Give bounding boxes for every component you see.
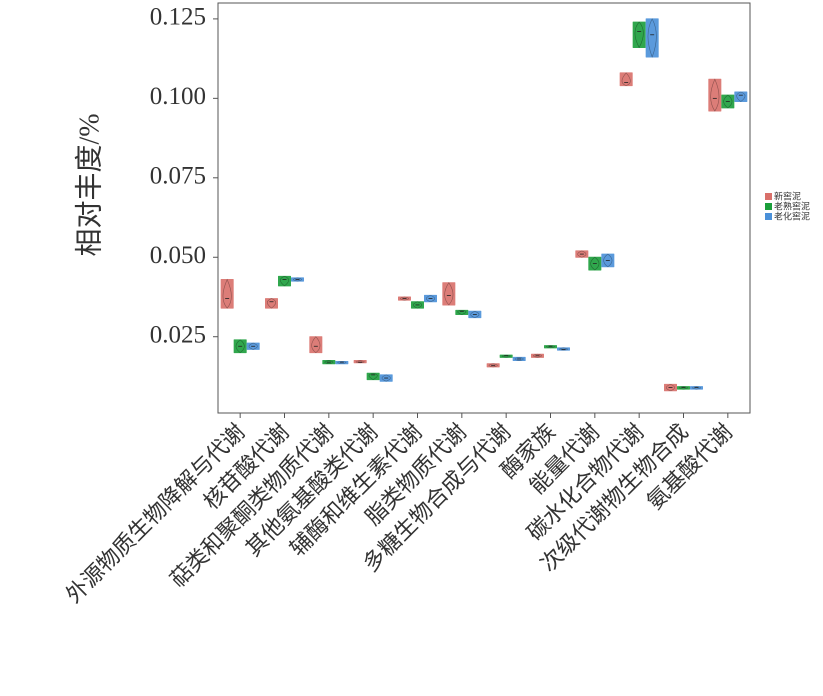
violin-outline [426, 295, 435, 303]
violin [309, 336, 323, 354]
violin-outline [235, 339, 245, 353]
violin [557, 347, 570, 351]
violin [335, 361, 349, 365]
violin-outline [355, 360, 365, 364]
violin-outline [324, 360, 334, 365]
legend-label: 老熟窖泥 [774, 201, 810, 213]
violin-outline [736, 91, 746, 102]
violin-outline [621, 72, 631, 86]
violin-outline [280, 276, 289, 287]
y-tick-label: 0.050 [150, 242, 206, 269]
violin [544, 345, 557, 349]
legend-swatch [765, 193, 772, 200]
violin-outline [666, 384, 675, 392]
violin-outline [293, 277, 302, 282]
y-tick-label: 0.100 [150, 83, 206, 110]
violin [278, 275, 291, 287]
violin-outline [470, 310, 480, 318]
x-tick-label: 外源物质生物降解与代谢 [61, 419, 250, 608]
violin-outline [603, 253, 613, 268]
violin-outline [533, 353, 542, 358]
violin-outline [710, 78, 720, 112]
violin [353, 360, 367, 364]
violin [619, 72, 633, 87]
violin-outline [311, 336, 321, 353]
legend-label: 老化窖泥 [774, 211, 810, 223]
legend-swatch [765, 203, 772, 210]
violin-outline [457, 310, 467, 315]
violin [265, 298, 278, 309]
violin-outline [222, 278, 232, 309]
violin-outline [546, 345, 555, 349]
violin [366, 372, 380, 381]
violin [734, 91, 748, 103]
violin-outline [400, 296, 409, 301]
violin [442, 282, 456, 306]
violin [455, 309, 469, 315]
y-axis-label: 相对丰度/% [73, 113, 105, 256]
violin-outline [692, 386, 701, 390]
legend-swatch [765, 213, 772, 220]
violin-outline [559, 347, 568, 351]
violin [632, 21, 646, 48]
violin-outline [413, 301, 422, 309]
y-tick-label: 0.125 [150, 4, 206, 31]
violin-outline [634, 21, 644, 49]
y-tick-label: 0.025 [150, 321, 206, 348]
violin-outline [679, 386, 688, 390]
violin-outline [368, 372, 378, 380]
violin-outline [267, 298, 276, 309]
violin [645, 18, 659, 58]
violin [220, 279, 234, 309]
violin-outline [723, 94, 733, 109]
y-tick-label: 0.075 [150, 163, 206, 190]
violin-outline [444, 282, 454, 306]
violin-outline [337, 361, 347, 365]
violin-outline [647, 18, 657, 58]
violin-outline [381, 374, 391, 382]
violin-outline [488, 363, 498, 368]
violin-outline [248, 342, 258, 350]
violin-outline [590, 256, 600, 271]
violin-outline [501, 354, 511, 358]
violin-outline [514, 357, 524, 361]
violin [499, 354, 513, 358]
violin-outline [577, 250, 587, 258]
violin [708, 78, 722, 112]
plot-frame [217, 2, 751, 414]
legend-label: 新窖泥 [774, 191, 801, 203]
